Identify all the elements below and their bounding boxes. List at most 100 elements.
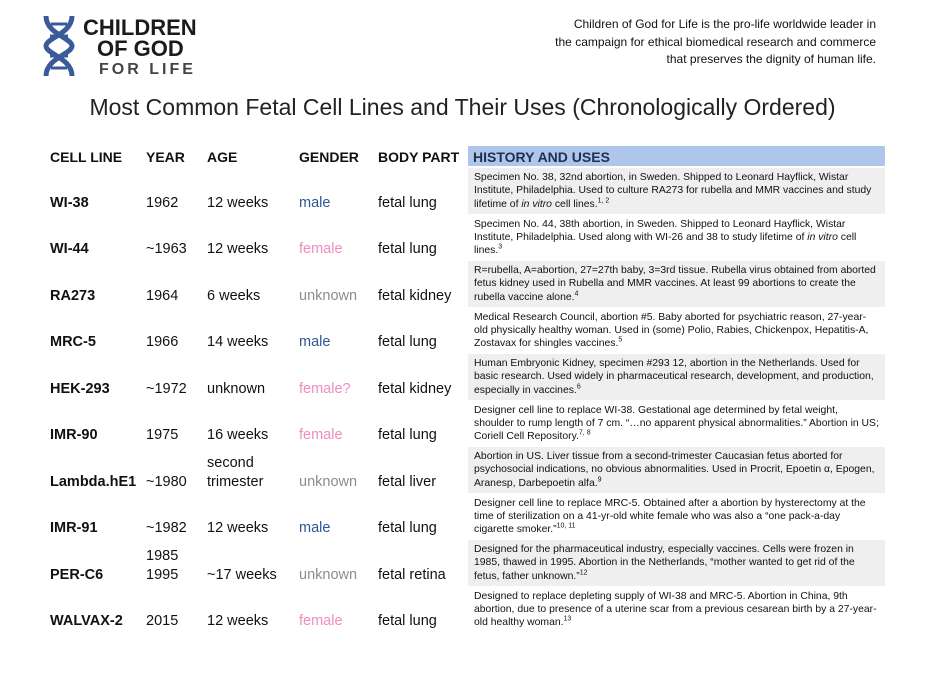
gender: female <box>299 241 343 257</box>
cell: MRC-5 <box>50 308 146 355</box>
gender: unknown <box>299 287 358 304</box>
cell: fetal lung <box>378 494 468 541</box>
cell: 1964 <box>146 261 207 308</box>
history-italic: in vitro <box>521 198 552 210</box>
cell: fetal retina <box>378 540 468 587</box>
footnote-ref: 6 <box>576 383 581 391</box>
year: 1966 <box>146 334 179 350</box>
footnote-ref: 7, 8 <box>578 429 591 437</box>
cell: male <box>299 308 378 355</box>
body-part: fetal kidney <box>378 287 452 304</box>
gender: male <box>299 194 331 211</box>
gender: unknown <box>299 566 358 583</box>
history-text: Human Embryonic Kidney, specimen #293 12… <box>474 358 874 396</box>
age: 6 weeks <box>207 287 261 304</box>
year: ~1980 <box>146 473 187 490</box>
age: 12 weeks <box>207 241 269 257</box>
year: 2015 <box>146 613 179 629</box>
cell: 12 weeks <box>207 587 299 634</box>
cell: unknown <box>299 540 378 587</box>
tagline-line: Children of God for Life is the pro-life… <box>573 17 876 31</box>
history: Specimen No. 38, 32nd abortion, in Swede… <box>468 168 885 214</box>
history: Designed to replace depleting supply of … <box>468 587 885 633</box>
history: Designer cell line to replace MRC-5. Obt… <box>468 494 885 540</box>
cell: HEK-293 <box>50 354 146 401</box>
cell: fetal kidney <box>378 261 468 308</box>
gender: unknown <box>299 473 358 490</box>
cell: Lambda.hE1 <box>50 447 146 494</box>
column-header: AGE <box>207 149 238 165</box>
gender: female <box>299 613 343 629</box>
cell: fetal kidney <box>378 354 468 401</box>
cell: WI-38 <box>50 168 146 215</box>
cell: 12 weeks <box>207 168 299 215</box>
logo-icon <box>43 15 75 77</box>
cell: IMR-91 <box>50 494 146 541</box>
cell-line: WI-38 <box>50 194 89 211</box>
cell: 6 weeks <box>207 261 299 308</box>
tagline: Children of God for Life is the pro-life… <box>555 16 876 69</box>
footnote-ref: 10, 11 <box>556 522 576 530</box>
cell: RA273 <box>50 261 146 308</box>
cell: fetal lung <box>378 308 468 355</box>
history-text: Designer cell line to replace WI-38. Ges… <box>474 404 879 443</box>
history-text: Designed to replace depleting supply of … <box>474 590 877 629</box>
cell: male <box>299 168 378 215</box>
age: 12 weeks <box>207 194 269 211</box>
logo-line: CHILDREN <box>83 15 197 40</box>
cell: female <box>299 587 378 634</box>
body-part: fetal liver <box>378 473 437 490</box>
year: ~1982 <box>146 520 187 536</box>
year: 1985 <box>146 547 179 564</box>
cell: female <box>299 401 378 448</box>
body-part: fetal lung <box>378 613 437 629</box>
gender: female? <box>299 380 351 397</box>
year: 1964 <box>146 287 179 304</box>
history: Abortion in US. Liver tissue from a seco… <box>468 447 885 493</box>
body-part: fetal lung <box>378 241 437 257</box>
cell: fetal lung <box>378 401 468 448</box>
cell: fetal lung <box>378 168 468 215</box>
cell: ~1972 <box>146 354 207 401</box>
footnote-ref: 4 <box>574 290 579 298</box>
body-part: fetal lung <box>378 520 437 536</box>
body-part: fetal kidney <box>378 380 452 397</box>
cell-line: HEK-293 <box>50 380 110 397</box>
cell: WALVAX-2 <box>50 587 146 634</box>
year: 1962 <box>146 194 179 211</box>
history: Medical Research Council, abortion #5. B… <box>468 308 885 354</box>
tagline-line: that preserves the dignity of human life… <box>666 52 876 66</box>
footnote-ref: 13 <box>563 615 572 623</box>
tagline-line: the campaign for ethical biomedical rese… <box>555 34 876 49</box>
cell: fetal lung <box>378 587 468 634</box>
footnote-ref: 3 <box>498 243 503 251</box>
column-header: GENDER <box>299 149 359 165</box>
age: 12 weeks <box>207 520 269 536</box>
cell: male <box>299 494 378 541</box>
history-text: Designer cell line to replace MRC-5. Obt… <box>474 497 866 536</box>
history: Human Embryonic Kidney, specimen #293 12… <box>468 354 885 400</box>
column-header: CELL LINE <box>50 149 123 165</box>
cell-line: WI-44 <box>50 241 89 257</box>
footnote-ref: 1, 2 <box>597 197 610 205</box>
title: Most Common Fetal Cell Lines and Their U… <box>89 94 836 120</box>
cell: 1966 <box>146 308 207 355</box>
footnote-ref: 9 <box>597 476 602 484</box>
history-text: cell lines. <box>551 198 598 210</box>
cell: IMR-90 <box>50 401 146 448</box>
cell: fetal liver <box>378 447 468 494</box>
cell: unknown <box>207 354 299 401</box>
cell: 12 weeks <box>207 215 299 262</box>
year: 1975 <box>146 427 179 443</box>
cell: 2015 <box>146 587 207 634</box>
cell: 12 weeks <box>207 494 299 541</box>
age: 16 weeks <box>207 427 269 443</box>
history: Designer cell line to replace WI-38. Ges… <box>468 401 885 447</box>
cell: 1985 1995 <box>146 540 207 587</box>
age: 14 weeks <box>207 334 269 350</box>
cell-line: Lambda.hE1 <box>50 473 137 490</box>
history-text: Designed for the pharmaceutical industry… <box>474 544 855 582</box>
cell: 1975 <box>146 401 207 448</box>
cell-line: WALVAX-2 <box>50 613 123 629</box>
